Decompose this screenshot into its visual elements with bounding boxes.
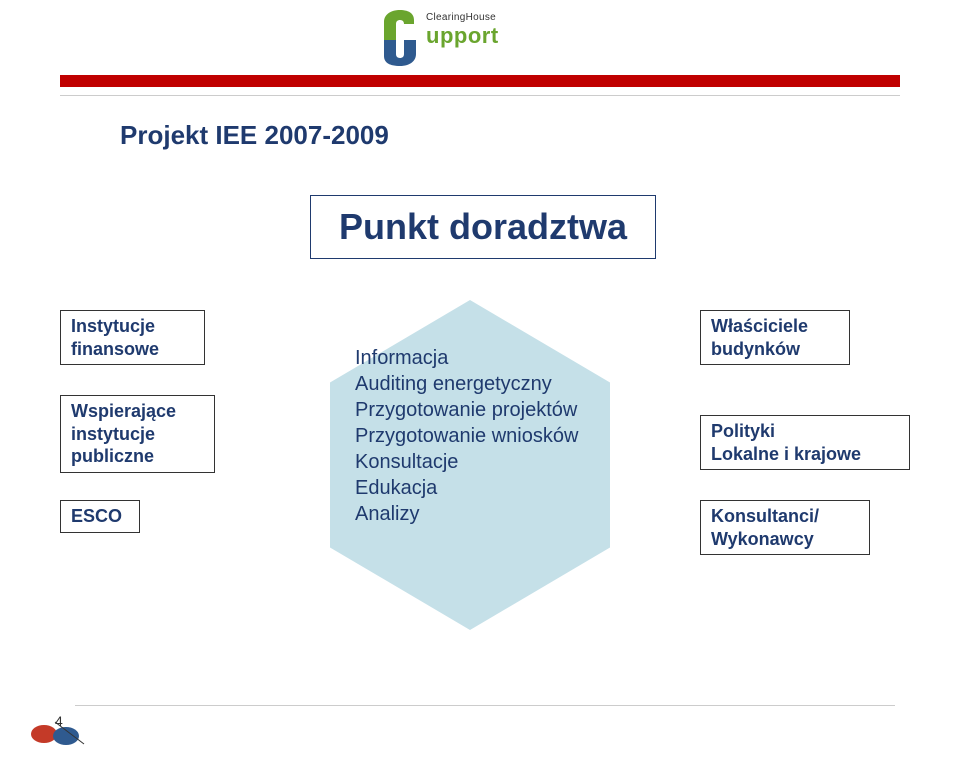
- hex-line: Przygotowanie wniosków: [355, 423, 578, 449]
- hex-line: Analizy: [355, 501, 578, 527]
- hexagon-content: Informacja Auditing energetyczny Przygot…: [355, 345, 578, 527]
- right-box-2: Polityki Lokalne i krajowe: [700, 415, 910, 470]
- left-box-1-text: Instytucje finansowe: [71, 316, 159, 359]
- logo: ClearingHouse upport: [370, 8, 499, 68]
- left-box-2: Wspierające instytucje publiczne: [60, 395, 215, 473]
- footer-divider: [75, 705, 895, 706]
- header-divider: [60, 95, 900, 96]
- hex-line: Informacja: [355, 345, 578, 371]
- right-box-3: Konsultanci/ Wykonawcy: [700, 500, 870, 555]
- left-box-1: Instytucje finansowe: [60, 310, 205, 365]
- right-box-2-text: Polityki Lokalne i krajowe: [711, 421, 861, 464]
- right-box-1-text: Właściciele budynków: [711, 316, 808, 359]
- header-red-bar: [60, 75, 900, 87]
- logo-s-icon: [370, 8, 430, 68]
- left-box-3: ESCO: [60, 500, 140, 533]
- left-box-2-text: Wspierające instytucje publiczne: [71, 401, 176, 466]
- hex-line: Auditing energetyczny: [355, 371, 578, 397]
- main-box: Punkt doradztwa: [310, 195, 656, 259]
- left-box-3-text: ESCO: [71, 506, 122, 526]
- right-box-3-text: Konsultanci/ Wykonawcy: [711, 506, 819, 549]
- logo-text: ClearingHouse upport: [426, 12, 499, 47]
- page-title: Projekt IEE 2007-2009: [120, 120, 389, 151]
- hex-line: Konsultacje: [355, 449, 578, 475]
- hex-line: Edukacja: [355, 475, 578, 501]
- right-box-1: Właściciele budynków: [700, 310, 850, 365]
- logo-clearinghouse: ClearingHouse: [426, 12, 499, 23]
- footer-ovals-icon: [30, 718, 90, 753]
- logo-upport: upport: [426, 25, 499, 47]
- hex-line: Przygotowanie projektów: [355, 397, 578, 423]
